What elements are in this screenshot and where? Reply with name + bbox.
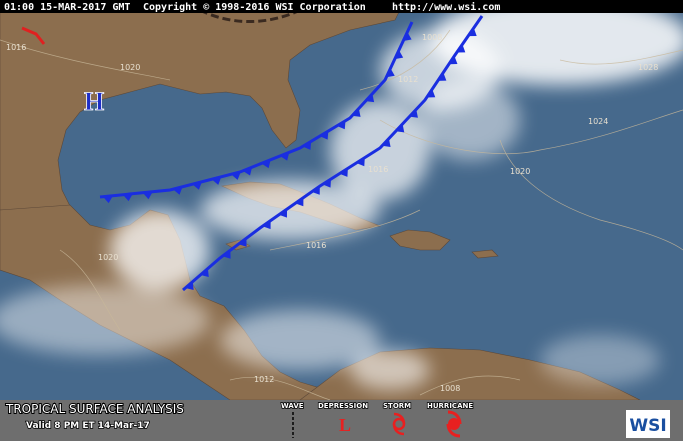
front-triangle	[426, 89, 436, 98]
legend-label: STORM	[383, 402, 411, 410]
url: http://www.wsi.com	[392, 1, 500, 13]
front-triangle	[242, 167, 253, 176]
valid-time: Valid 8 PM ET 14-Mar-17	[26, 421, 150, 431]
hurricane-symbol	[446, 410, 462, 438]
isobar-label: 1020	[98, 253, 118, 262]
front-triangle	[302, 141, 312, 150]
front-triangle	[468, 27, 477, 37]
isobar-label: 1008	[422, 33, 442, 42]
front-triangle	[395, 123, 405, 133]
timestamp: 01:00 15-MAR-2017 GMT	[4, 2, 130, 13]
footer-bar	[0, 400, 683, 441]
front-triangle	[200, 268, 209, 277]
front-triangle	[295, 197, 304, 207]
isobar-label: 1020	[120, 63, 140, 72]
front-triangle	[122, 193, 133, 202]
front-triangle	[319, 131, 329, 140]
isobar-label: 1016	[368, 165, 388, 174]
legend-label: HURRICANE	[427, 402, 473, 410]
high-pressure: H	[84, 87, 104, 116]
storm-symbol	[392, 412, 406, 436]
front-triangle	[409, 109, 418, 118]
isobars	[0, 29, 683, 401]
trough	[199, 8, 301, 23]
front-triangle	[238, 238, 247, 247]
depression-symbol: L	[339, 415, 351, 435]
legend-label: DEPRESSION	[318, 402, 368, 410]
front-triangle	[437, 72, 447, 81]
front-triangle	[222, 250, 231, 259]
isobar-label: 1028	[638, 63, 658, 72]
copyright: Copyright © 1998-2016 WSI Corporation	[143, 1, 366, 13]
clouds	[0, 0, 683, 390]
isobar-labels: 1016 1020 1008 1012 1028 1024 1020 1016 …	[6, 33, 658, 393]
legend-label: WAVE	[281, 402, 304, 410]
front-triangle	[352, 108, 361, 117]
front-triangle	[386, 68, 395, 78]
front-triangle	[365, 93, 375, 103]
front-triangle	[231, 171, 241, 180]
front-triangle	[261, 159, 271, 169]
front-triangle	[339, 168, 348, 177]
isobar-label: 1016	[6, 43, 26, 52]
isobar-label: 1016	[306, 241, 326, 250]
front-triangle	[102, 195, 113, 204]
warm-front	[21, 26, 46, 45]
isobar-label: 1008	[440, 384, 460, 393]
header-bar	[0, 0, 683, 13]
front-triangle	[185, 281, 194, 291]
front-triangle	[311, 186, 320, 195]
front-triangle	[211, 176, 222, 185]
front-triangle	[403, 31, 412, 42]
isobar-label: 1024	[588, 117, 608, 126]
logo-box	[626, 410, 670, 438]
front-triangle	[322, 179, 331, 188]
front-triangle	[279, 152, 290, 161]
cold-fronts	[99, 15, 484, 292]
front-triangle	[262, 220, 271, 230]
logo: WSI	[629, 416, 666, 436]
front-triangle	[192, 181, 202, 190]
front-triangle	[172, 186, 183, 195]
cold-front	[99, 21, 414, 199]
front-triangle	[142, 191, 153, 200]
isobar-label: 1012	[398, 75, 418, 84]
front-triangle	[394, 50, 404, 60]
isobar-label: 1020	[510, 167, 530, 176]
front-triangle	[356, 157, 365, 167]
front-triangle	[382, 138, 391, 147]
front-triangle	[456, 44, 466, 53]
front-triangle	[278, 209, 288, 218]
front-triangle	[448, 55, 458, 65]
isobar-label: 1012	[254, 375, 274, 384]
front-triangle	[336, 120, 346, 130]
footer-title: TROPICAL SURFACE ANALYSIS	[5, 402, 184, 416]
